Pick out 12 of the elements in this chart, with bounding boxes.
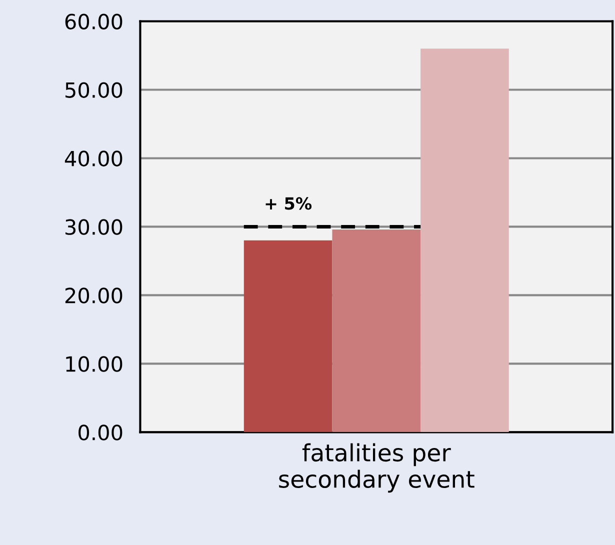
- y-tick-label: 30.00: [66, 219, 122, 235]
- y-tick-label: 40.00: [64, 150, 122, 166]
- y-tick-label: 0.00: [78, 424, 122, 440]
- annotation: + 5%: [266, 197, 312, 210]
- bar: [420, 48, 509, 432]
- y-tick-label: 20.00: [65, 288, 122, 304]
- y-tick-label: 50.00: [66, 82, 122, 98]
- y-tick-label: 60.00: [65, 14, 122, 30]
- bar: [244, 240, 332, 432]
- y-tick-label: 10.00: [66, 356, 122, 372]
- bar: [332, 229, 421, 432]
- x-tick-label: fatalities per secondary event: [279, 443, 474, 493]
